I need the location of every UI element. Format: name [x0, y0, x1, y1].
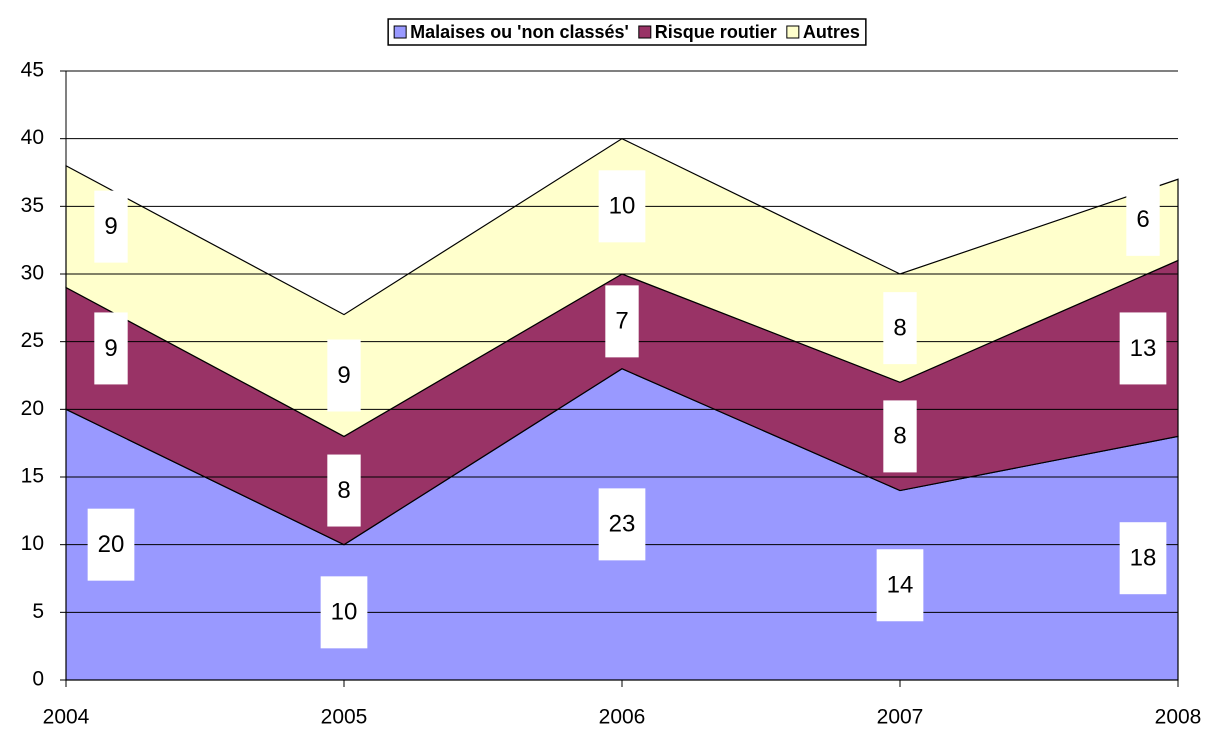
- data-label-bg: [605, 285, 639, 358]
- x-tick-label: 2006: [599, 706, 646, 729]
- x-tick-label: 2007: [877, 706, 924, 729]
- data-label: 8: [893, 314, 906, 341]
- data-label-bg: [320, 576, 368, 649]
- legend-label: Autres: [803, 22, 860, 42]
- data-label: 9: [337, 362, 350, 389]
- x-tick-label: 2004: [43, 706, 90, 729]
- data-label: 9: [104, 213, 117, 240]
- data-label-bg: [1119, 312, 1167, 385]
- data-label-bg: [94, 312, 128, 385]
- legend-label: Risque routier: [655, 22, 777, 42]
- y-tick-label: 45: [21, 59, 44, 82]
- x-tick-label: 2005: [321, 706, 368, 729]
- y-tick-label: 30: [21, 262, 44, 285]
- legend-swatch: [638, 25, 652, 39]
- data-label: 7: [615, 308, 628, 335]
- data-label-bg: [1126, 183, 1160, 256]
- y-tick-label: 20: [21, 397, 44, 420]
- data-label: 13: [1130, 335, 1157, 362]
- data-label-bg: [327, 454, 361, 527]
- data-label: 14: [887, 572, 914, 599]
- data-label: 9: [104, 335, 117, 362]
- y-tick-label: 25: [21, 329, 44, 352]
- data-label-bg: [598, 488, 646, 561]
- data-label-bg: [94, 190, 128, 263]
- data-label: 18: [1130, 545, 1157, 572]
- x-tick-label: 2008: [1155, 706, 1202, 729]
- legend: Malaises ou 'non classés' Risque routier A…: [387, 18, 867, 46]
- data-label: 10: [331, 599, 358, 626]
- data-label-bg: [883, 400, 917, 473]
- y-tick-label: 35: [21, 194, 44, 217]
- data-label-bg: [327, 339, 361, 412]
- y-tick-label: 10: [21, 532, 44, 555]
- y-tick-label: 40: [21, 126, 44, 149]
- legend-swatch: [786, 25, 800, 39]
- data-label: 8: [893, 423, 906, 450]
- legend-label: Malaises ou 'non classés': [410, 22, 629, 42]
- data-label-bg: [883, 292, 917, 365]
- legend-box: [387, 18, 867, 46]
- data-label: 8: [337, 477, 350, 504]
- data-label: 10: [609, 193, 636, 220]
- data-label-bg: [87, 508, 135, 581]
- y-tick-label: 15: [21, 465, 44, 488]
- y-tick-label: 5: [32, 600, 44, 623]
- data-label-bg: [1119, 522, 1167, 595]
- legend-swatch: [393, 25, 407, 39]
- data-label: 6: [1136, 206, 1149, 233]
- data-label: 23: [609, 511, 636, 538]
- data-label-bg: [876, 549, 924, 622]
- y-tick-label: 0: [32, 668, 44, 691]
- data-label: 20: [98, 531, 125, 558]
- data-label-bg: [598, 170, 646, 243]
